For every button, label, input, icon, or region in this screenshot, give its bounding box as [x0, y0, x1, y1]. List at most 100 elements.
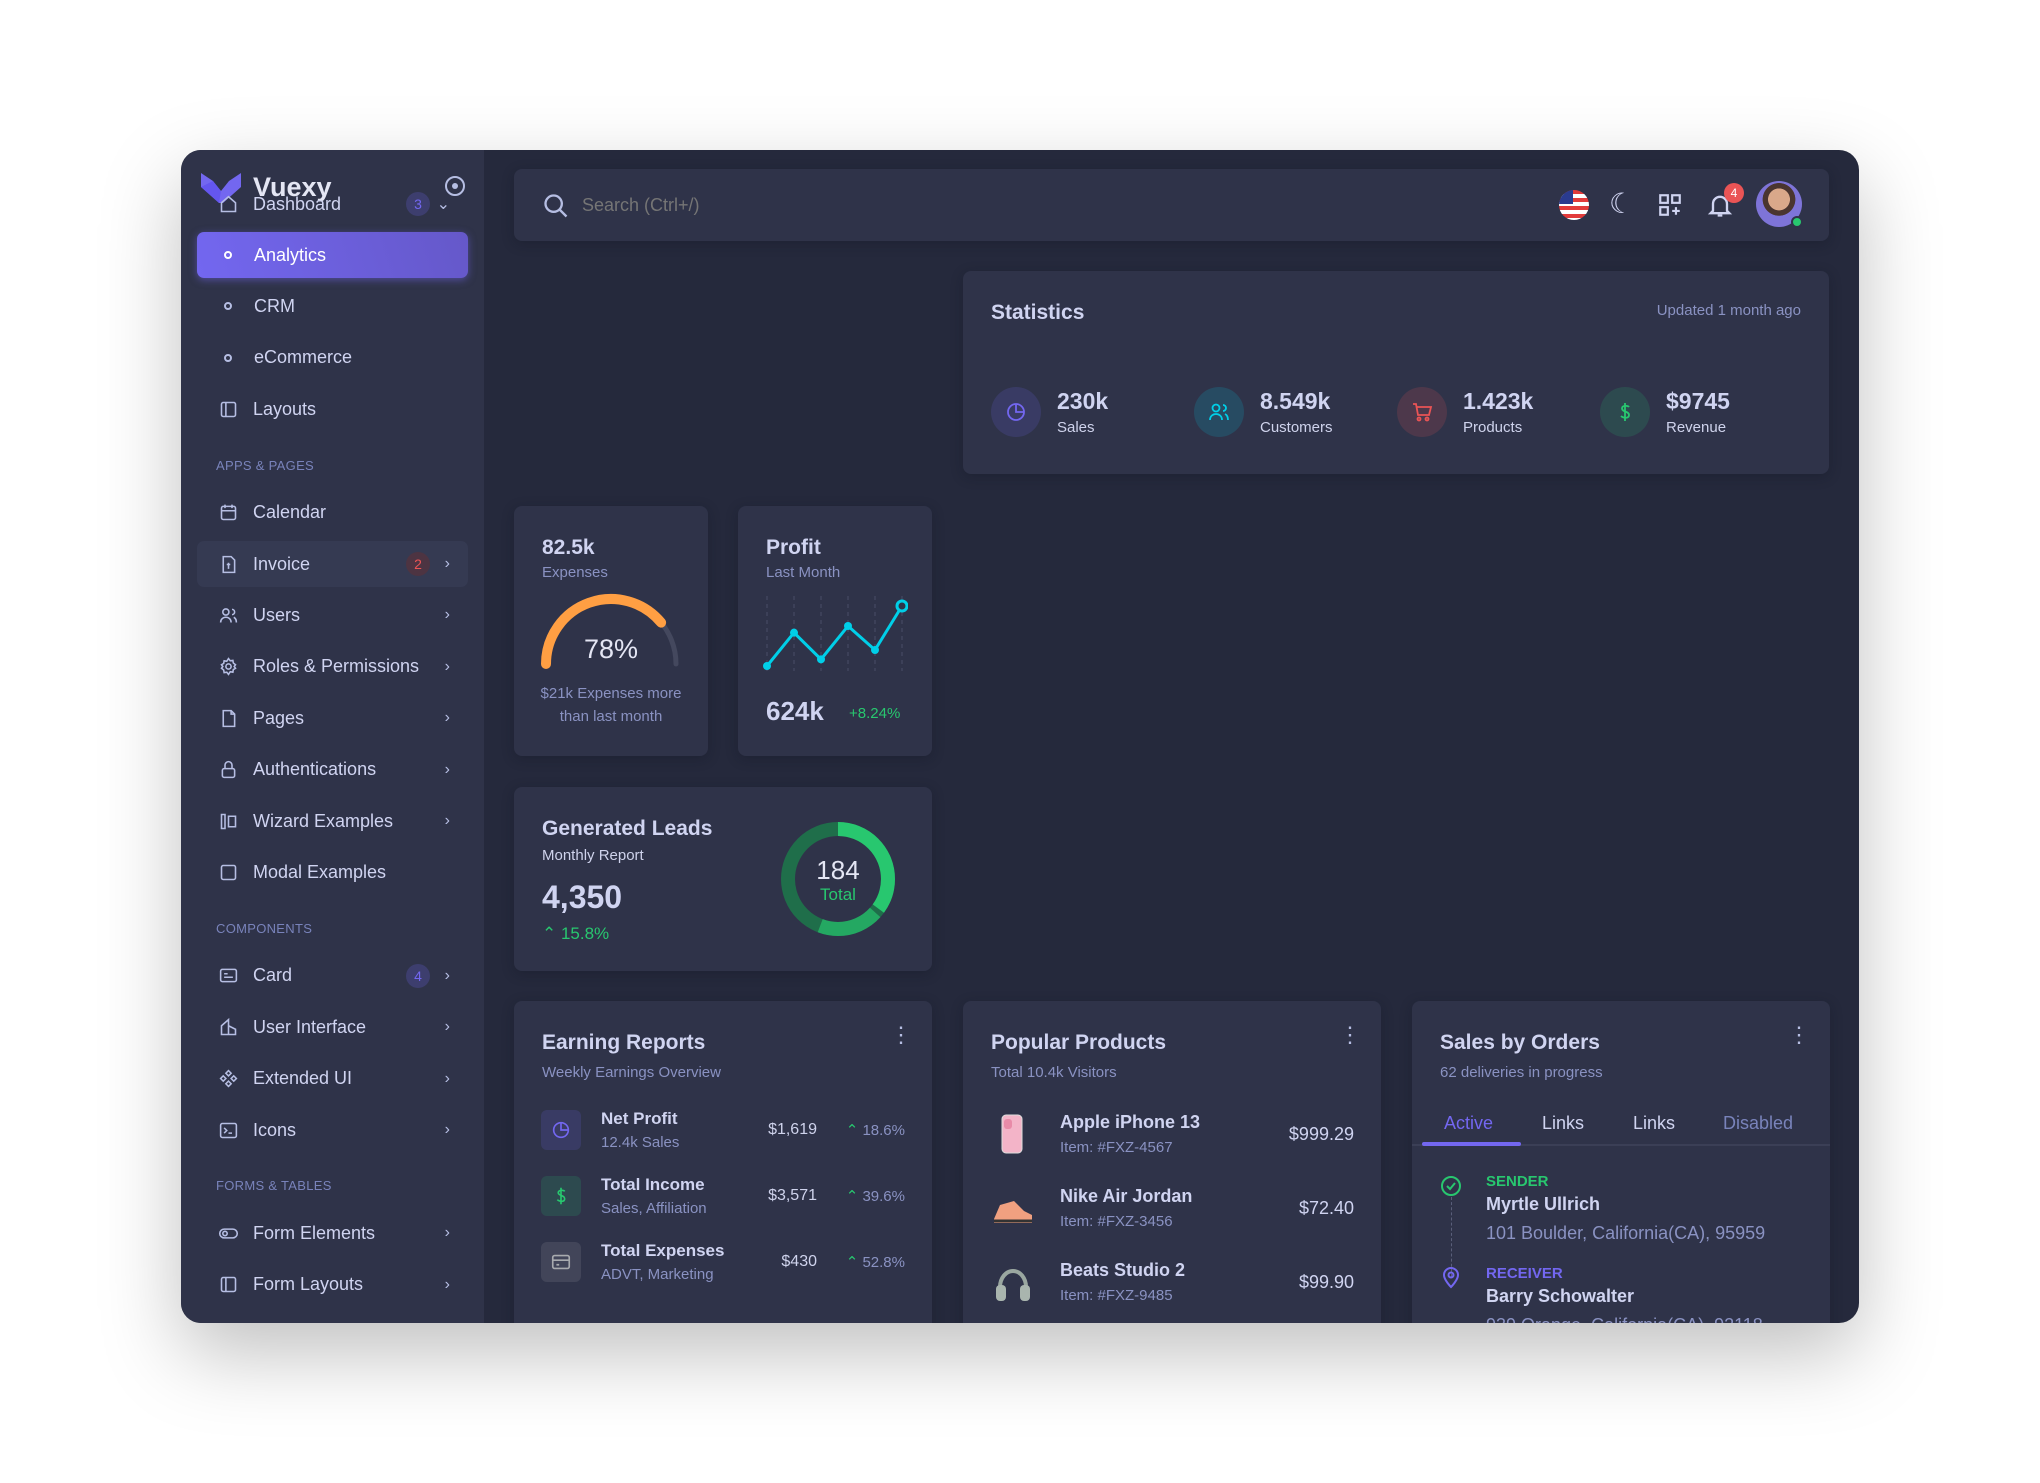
tab-links[interactable]: Links — [1542, 1113, 1585, 1133]
sidebar-toggle-icon[interactable] — [445, 176, 465, 196]
language-flag-icon[interactable] — [1559, 190, 1589, 220]
product-row[interactable]: Nike Air Jordan Item: #FXZ-3456 $72.40 — [990, 1185, 1354, 1231]
receiver-label: RECEIVER — [1486, 1265, 1563, 1282]
sidebar-item-form-elements[interactable]: Form Elements › — [197, 1210, 468, 1256]
sidebar-item-label: Invoice — [253, 553, 311, 574]
expenses-card: 82.5k Expenses 78% $21k Expenses more th… — [514, 506, 708, 756]
expenses-value: 82.5k — [542, 536, 595, 559]
sidebar-item-roles-permissions[interactable]: Roles & Permissions › — [197, 644, 468, 690]
dashboard-badge: 3 — [406, 192, 430, 216]
product-row[interactable]: Apple iPhone 13 Item: #FXZ-4567 $999.29 — [990, 1111, 1354, 1157]
donut-segment — [781, 822, 895, 936]
sidebar-item-extended-ui[interactable]: Extended UI › — [197, 1056, 468, 1102]
profit-line — [765, 605, 904, 667]
sidebar-item-form-layouts[interactable]: Form Layouts › — [197, 1262, 468, 1308]
sidebar-item-label: Form Elements — [253, 1222, 376, 1243]
profit-title: Profit — [766, 536, 821, 559]
tab-active[interactable]: Active — [1444, 1113, 1494, 1133]
map-pin-icon — [1442, 1267, 1460, 1289]
earning-change: 52.8% — [862, 1254, 905, 1271]
chevron-right-icon: › — [444, 1224, 450, 1242]
sidebar-item-calendar[interactable]: Calendar — [197, 490, 468, 536]
earning-name: Net Profit — [601, 1109, 678, 1128]
generated-leads-card: Generated Leads Monthly Report 4,350 ⌃ 1… — [514, 787, 932, 971]
sidebar-item-authentications[interactable]: Authentications › — [197, 747, 468, 793]
chevron-right-icon: › — [444, 555, 450, 572]
sidebar-item-card[interactable]: Card 4 › — [197, 953, 468, 999]
sidebar-item-crm[interactable]: CRM — [197, 283, 468, 329]
more-options-icon[interactable]: ⋮ — [1339, 1022, 1361, 1047]
square-icon — [220, 864, 236, 881]
expenses-percent: 78% — [583, 634, 639, 664]
earning-amount: $1,619 — [768, 1121, 817, 1138]
stat-revenue: $9745 Revenue — [1600, 387, 1730, 437]
home-icon — [217, 193, 239, 215]
sidebar-item-modal-examples[interactable]: Modal Examples — [197, 849, 468, 895]
leads-value: 4,350 — [542, 879, 623, 915]
sidebar-item-users[interactable]: Users › — [197, 592, 468, 638]
sidebar-item-user-interface[interactable]: User Interface › — [197, 1004, 468, 1050]
search-input[interactable] — [582, 187, 1282, 223]
orders-subtitle: 62 deliveries in progress — [1440, 1064, 1603, 1081]
vuexy-logo-icon — [201, 172, 241, 203]
sidebar-item-label: Authentications — [253, 759, 377, 780]
sidebar-item-dashboard[interactable]: Dashboard 3 ⌄ — [197, 181, 468, 227]
sidebar-item-label: User Interface — [253, 1016, 367, 1037]
dollar-icon — [556, 1187, 566, 1205]
users-icon — [1209, 403, 1229, 421]
sidebar-item-icons[interactable]: Icons › — [197, 1107, 468, 1153]
product-row[interactable]: Beats Studio 2 Item: #FXZ-9485 $99.90 — [990, 1259, 1354, 1305]
bell-icon[interactable] — [1706, 191, 1734, 219]
notification-badge: 4 — [1724, 183, 1744, 203]
stat-label: Sales — [1057, 419, 1095, 436]
product-price: $999.29 — [1288, 1123, 1354, 1144]
sidebar-item-label: Dashboard — [253, 193, 342, 214]
headphones-image — [996, 1269, 1030, 1301]
brand-logo[interactable]: Vuexy — [201, 172, 332, 203]
more-options-icon[interactable]: ⋮ — [1788, 1022, 1810, 1047]
tab-disabled: Disabled — [1723, 1113, 1794, 1133]
earning-row: Total Expenses ADVT, Marketing $430 ⌃ 52.8% — [541, 1241, 905, 1283]
receiver-name: Barry Schowalter — [1486, 1286, 1635, 1306]
stat-label: Products — [1463, 419, 1523, 436]
donut-segment — [781, 822, 895, 936]
users-icon — [219, 608, 237, 623]
earning-name: Total Expenses — [601, 1241, 725, 1260]
product-name: Apple iPhone 13 — [1060, 1112, 1201, 1132]
product-item: Item: #FXZ-4567 — [1060, 1139, 1173, 1156]
chevron-right-icon: › — [444, 657, 450, 675]
more-options-icon[interactable]: ⋮ — [890, 1022, 912, 1047]
pie-chart-icon — [552, 1121, 570, 1139]
expenses-label: Expenses — [542, 564, 608, 581]
tab-links-2[interactable]: Links — [1633, 1113, 1676, 1133]
timeline-line — [1451, 1197, 1452, 1277]
profit-line-chart — [763, 596, 908, 671]
sidebar-item-invoice[interactable]: Invoice 2 › — [197, 541, 468, 587]
ui-icon — [220, 1017, 236, 1035]
chevron-right-icon: › — [444, 1121, 450, 1138]
profit-point — [895, 599, 908, 613]
tabs-divider — [1412, 1144, 1830, 1146]
theme-moon-icon[interactable]: ☾ — [1609, 188, 1635, 219]
section-label: COMPONENTS — [216, 920, 313, 936]
shortcuts-grid-icon[interactable] — [1657, 192, 1683, 218]
sidebar-item-layouts[interactable]: Layouts — [197, 386, 468, 432]
product-price: $72.40 — [1298, 1197, 1354, 1218]
sidebar-item-label: CRM — [254, 295, 295, 316]
nav-badge: 2 — [406, 552, 430, 576]
invoice-icon — [221, 555, 235, 573]
sidebar-item-label: Modal Examples — [253, 861, 387, 882]
profit-point — [817, 655, 825, 664]
circle-icon — [224, 251, 232, 259]
tab-indicator — [1422, 1142, 1521, 1146]
sidebar-item-ecommerce[interactable]: eCommerce — [197, 335, 468, 381]
earning-row: Total Income Sales, Affiliation $3,571 ⌃ 39… — [541, 1175, 905, 1217]
arrow-up-icon: ⌃ — [845, 1254, 859, 1271]
statistics-title: Statistics — [991, 301, 1085, 324]
sidebar-item-pages[interactable]: Pages › — [197, 695, 468, 741]
sidebar-item-wizard-examples[interactable]: Wizard Examples › — [197, 798, 468, 844]
expenses-gauge — [541, 594, 679, 669]
earning-amount: $430 — [781, 1253, 817, 1270]
sidebar-item-analytics[interactable]: Analytics — [197, 232, 468, 278]
earning-amount: $3,571 — [768, 1187, 817, 1204]
